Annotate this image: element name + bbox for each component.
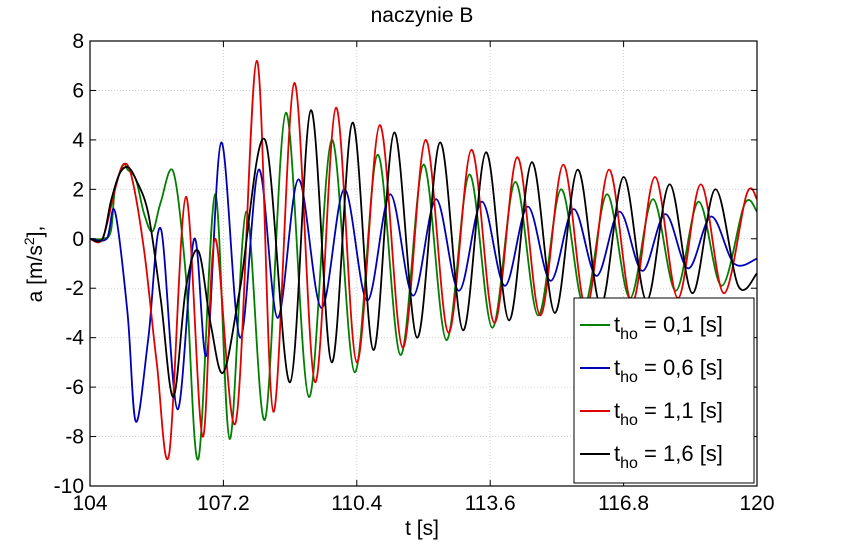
x-tick-label: 120 [739, 492, 774, 515]
x-axis-label: t [s] [405, 517, 439, 540]
legend-box [573, 297, 755, 484]
legend-entry-1: tho = 0,1 [s] [614, 312, 723, 343]
y-tick-label: -10 [54, 475, 84, 498]
legend: tho = 0,1 [s] tho = 0,6 [s] tho = 1,1 [s] t… [573, 297, 755, 484]
y-axis-ticks: -10 -8 -6 -4 -2 0 2 4 6 8 [54, 30, 757, 498]
series-layer [89, 59, 758, 461]
x-tick-label: 116.8 [598, 492, 649, 515]
y-axis-label-sup: 2 [21, 237, 37, 245]
y-tick-label: 8 [72, 30, 84, 53]
y-tick-label: 0 [72, 228, 84, 251]
series-line-1 [89, 111, 758, 461]
series-line-3 [89, 59, 758, 461]
y-tick-label: -2 [65, 277, 84, 300]
x-axis-ticks: 104 107.2 110.4 113.6 116.8 120 [72, 41, 775, 515]
chart-title: naczynie B [371, 4, 474, 27]
x-tick-label: 110.4 [331, 492, 382, 515]
legend-entry-2: tho = 0,6 [s] [614, 355, 723, 386]
x-tick-label: 107.2 [197, 492, 250, 515]
y-tick-label: -6 [65, 376, 84, 399]
x-tick-label: 113.6 [465, 492, 516, 515]
plot-frame [89, 40, 758, 487]
series-line-2 [89, 141, 758, 423]
series-line-4 [89, 109, 758, 398]
y-tick-label: -4 [65, 327, 84, 350]
y-axis-label-base: a [m/s [24, 245, 47, 302]
y-tick-label: 4 [72, 129, 84, 152]
y-tick-label: -8 [65, 426, 84, 449]
y-tick-label: 6 [72, 79, 84, 102]
y-tick-label: 2 [72, 178, 84, 201]
y-axis-label: a [m/s2], [21, 226, 47, 303]
legend-entry-4: tho = 1,6 [s] [614, 441, 723, 472]
legend-entry-3: tho = 1,1 [s] [614, 398, 723, 429]
y-axis-label-tail: ], [24, 226, 47, 238]
x-tick-label: 104 [72, 492, 107, 515]
